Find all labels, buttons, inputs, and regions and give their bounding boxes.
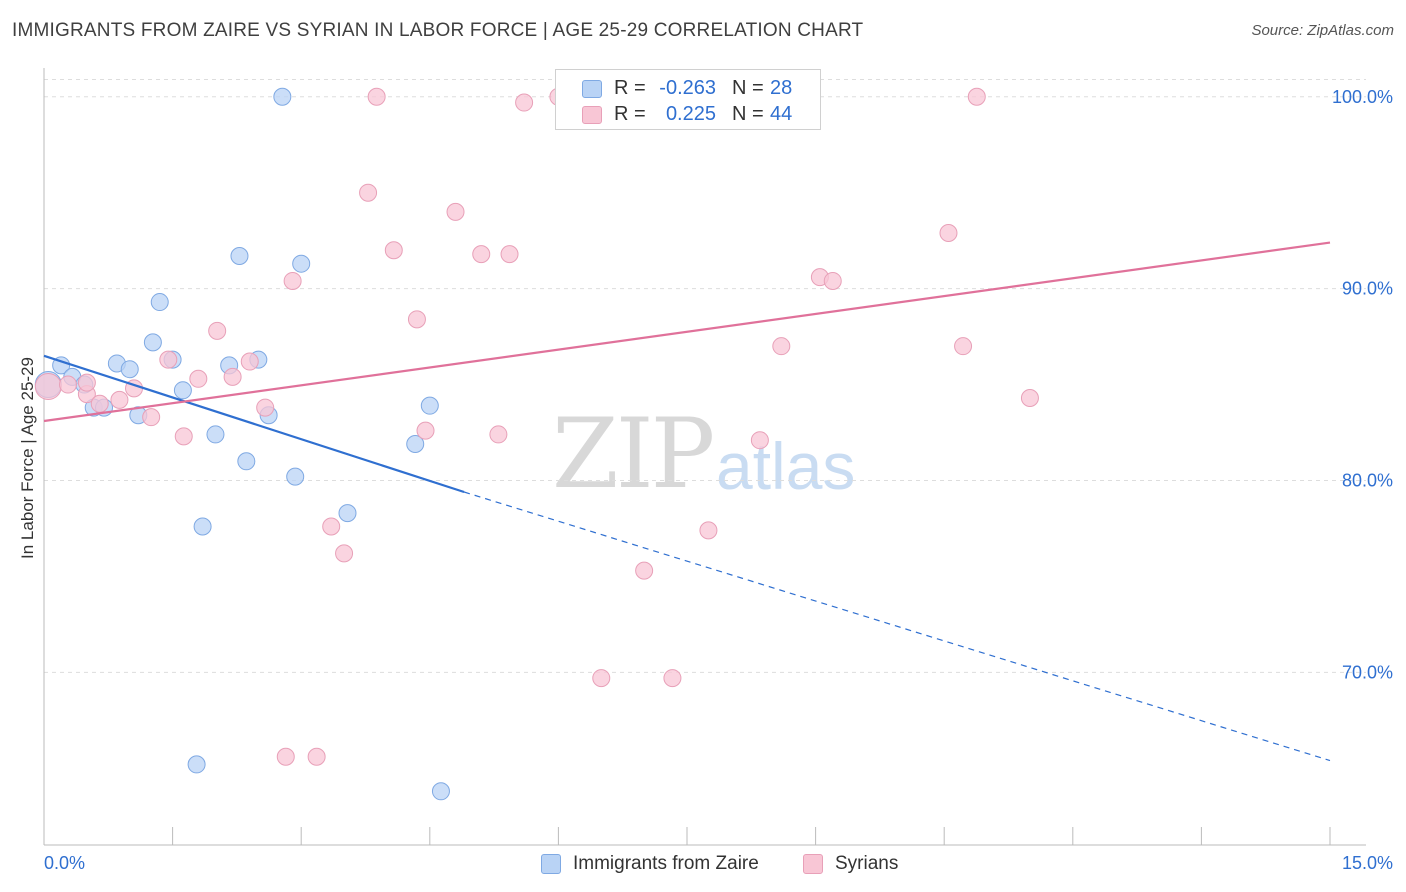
syrians-point bbox=[307, 747, 326, 766]
stats-row-zaire: R = -0.263 N = 28 bbox=[556, 76, 820, 102]
zaire-swatch bbox=[582, 80, 602, 98]
x-tick-label-min: 0.0% bbox=[44, 853, 85, 873]
y-tick-label: 70.0% bbox=[1342, 662, 1393, 682]
watermark-atlas: atlas bbox=[716, 429, 856, 503]
syrians-point bbox=[77, 373, 96, 392]
syrians-trend-line bbox=[43, 241, 1331, 423]
zaire-trend-extension bbox=[463, 491, 1331, 762]
syrians-point bbox=[489, 425, 508, 444]
zaire-point bbox=[173, 381, 192, 400]
syrians-point bbox=[515, 93, 534, 112]
zaire-point bbox=[406, 435, 425, 454]
syrians-point bbox=[189, 369, 208, 388]
syrians-swatch bbox=[582, 106, 602, 124]
syrians-point bbox=[699, 521, 718, 540]
zaire-point bbox=[230, 247, 249, 266]
zaire-point bbox=[237, 452, 256, 471]
syrians-point bbox=[592, 669, 611, 688]
zaire-point bbox=[338, 504, 357, 523]
syrians-point bbox=[174, 427, 193, 446]
zaire-point bbox=[431, 782, 450, 801]
r-label: R = bbox=[614, 77, 646, 99]
syrians-point bbox=[34, 372, 62, 400]
legend-label-syrians: Syrians bbox=[835, 853, 899, 874]
syrians-point bbox=[939, 223, 958, 242]
syrians-point bbox=[967, 87, 986, 106]
syrians-point bbox=[635, 561, 654, 580]
syrians-point bbox=[359, 183, 378, 202]
zaire-trend-line bbox=[43, 354, 465, 494]
syrians-point bbox=[663, 669, 682, 688]
syrians-point bbox=[142, 408, 161, 427]
legend-label-zaire: Immigrants from Zaire bbox=[573, 853, 759, 874]
syrians-point bbox=[1020, 388, 1039, 407]
syrians-point bbox=[276, 747, 295, 766]
syrians-point bbox=[384, 241, 403, 260]
n-value: 28 bbox=[770, 77, 793, 99]
syrians-point bbox=[322, 517, 341, 536]
zaire-point bbox=[193, 517, 212, 536]
zaire-point bbox=[143, 333, 162, 352]
r-value: -0.263 bbox=[659, 77, 716, 99]
syrians-point bbox=[750, 431, 769, 450]
zaire-point bbox=[286, 467, 305, 486]
syrians-point bbox=[240, 352, 259, 371]
syrians-point bbox=[90, 394, 109, 413]
syrians-point bbox=[407, 310, 426, 329]
syrians-point bbox=[223, 367, 242, 386]
r-label: R = bbox=[614, 103, 646, 125]
y-tick-label: 100.0% bbox=[1332, 87, 1393, 107]
syrians-point bbox=[283, 271, 302, 290]
syrians-point bbox=[208, 321, 227, 340]
syrians-point bbox=[416, 421, 435, 440]
zaire-point bbox=[420, 396, 439, 415]
zaire-point bbox=[292, 254, 311, 273]
syrians-legend-swatch bbox=[803, 854, 823, 874]
series-legend: Immigrants from Zaire Syrians bbox=[0, 852, 1406, 878]
syrians-point bbox=[500, 245, 519, 264]
zaire-point bbox=[187, 755, 206, 774]
zaire-legend-swatch bbox=[541, 854, 561, 874]
stats-legend: R = -0.263 N = 28 R = 0.225 N = 44 bbox=[555, 69, 821, 130]
stats-row-syrians: R = 0.225 N = 44 bbox=[556, 102, 820, 128]
r-value: 0.225 bbox=[665, 103, 716, 125]
syrians-point bbox=[823, 271, 842, 290]
syrians-point bbox=[367, 87, 386, 106]
syrians-point bbox=[335, 544, 354, 563]
syrians-point bbox=[256, 398, 275, 417]
zaire-point bbox=[206, 425, 225, 444]
zaire-point bbox=[52, 356, 71, 375]
n-label: N = bbox=[732, 77, 764, 99]
zaire-point bbox=[150, 293, 169, 312]
syrians-point bbox=[110, 390, 129, 409]
syrians-point bbox=[59, 375, 78, 394]
watermark-zip: ZIP bbox=[552, 398, 715, 510]
n-label: N = bbox=[732, 103, 764, 125]
syrians-point bbox=[159, 350, 178, 369]
syrians-point bbox=[446, 202, 465, 221]
syrians-point bbox=[472, 245, 491, 264]
syrians-point bbox=[954, 337, 973, 356]
n-value: 44 bbox=[770, 103, 793, 125]
chart-title: IMMIGRANTS FROM ZAIRE VS SYRIAN IN LABOR… bbox=[12, 20, 864, 41]
zaire-point bbox=[273, 87, 292, 106]
y-tick-label: 80.0% bbox=[1342, 470, 1393, 490]
zaire-point bbox=[120, 360, 139, 379]
syrians-point bbox=[772, 337, 791, 356]
y-tick-label: 90.0% bbox=[1342, 279, 1393, 299]
y-axis-label: In Labor Force | Age 25-29 bbox=[18, 357, 37, 559]
x-tick-label-max: 15.0% bbox=[1342, 853, 1393, 873]
source-label: Source: ZipAtlas.com bbox=[1251, 22, 1394, 39]
